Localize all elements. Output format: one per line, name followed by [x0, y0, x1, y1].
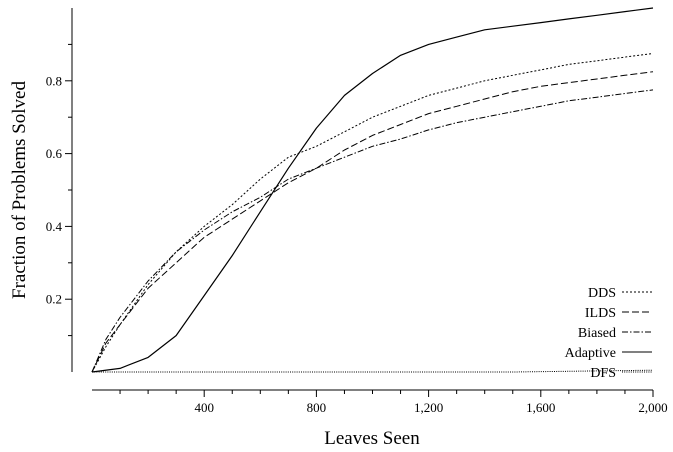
legend-label-ilds: ILDS — [585, 306, 616, 321]
series-line-biased — [91, 89, 654, 373]
series-line-dfs — [92, 369, 654, 373]
y-tick-label: 0.6 — [46, 146, 63, 161]
y-ticks: 0.2 0.4 0.6 0.8 — [46, 43, 72, 337]
legend-label-dds: DDS — [588, 286, 616, 301]
x-tick-label: 800 — [307, 400, 327, 415]
series-layer — [91, 7, 654, 373]
y-tick-label: 0.2 — [46, 292, 62, 307]
series-line-dds — [91, 53, 654, 373]
legend: DDS ILDS Biased Adaptive DFS — [565, 286, 652, 381]
x-tick-label: 1,200 — [414, 400, 443, 415]
legend-label-adaptive: Adaptive — [565, 346, 616, 361]
series-line-ilds — [91, 71, 654, 373]
x-ticks: 400 800 1,200 1,600 2,000 — [119, 390, 668, 415]
x-axis-label: Leaves Seen — [324, 428, 420, 449]
y-tick-label: 0.4 — [46, 219, 63, 234]
y-tick-label: 0.8 — [46, 73, 62, 88]
x-tick-label: 1,600 — [526, 400, 555, 415]
x-tick-label: 2,000 — [638, 400, 667, 415]
y-axis-label: Fraction of Problems Solved — [9, 81, 30, 299]
x-tick-label: 400 — [194, 400, 214, 415]
series-line-adaptive — [91, 7, 654, 373]
legend-label-dfs: DFS — [590, 366, 616, 381]
legend-label-biased: Biased — [578, 326, 616, 341]
